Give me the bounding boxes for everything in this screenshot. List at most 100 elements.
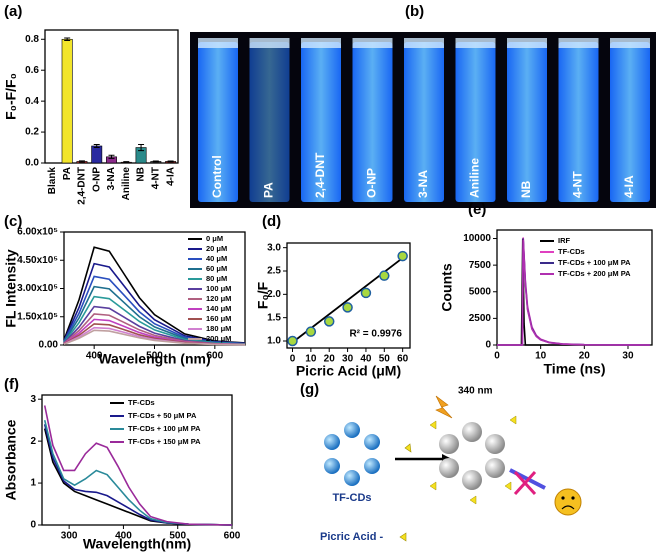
x-tick-label: 30 <box>622 351 634 362</box>
plot-frame <box>41 394 233 526</box>
blocked-mark <box>513 470 537 496</box>
x-axis-label: Picric Acid (μM) <box>296 363 401 379</box>
cuvette-label: 4-NT <box>571 171 585 198</box>
panel-label: (c) <box>4 213 22 230</box>
error-bar <box>93 143 100 149</box>
legend-label: 60 μM <box>206 264 227 273</box>
error-bar <box>78 160 85 163</box>
bar <box>61 38 73 164</box>
x-axis-label: Time (ns) <box>544 361 606 377</box>
panel-label: (a) <box>4 3 22 20</box>
cuvette-cap <box>558 38 599 48</box>
y-tick-label: 0.6 <box>25 65 39 76</box>
excitation-bolt <box>435 395 453 419</box>
x-tick-label: 30 <box>342 354 354 365</box>
x-tick-label: 600 <box>206 351 223 362</box>
x-tick-label: 3-NA <box>106 167 117 190</box>
y-axis-label: F₀-F/F₀ <box>3 73 19 120</box>
series-line <box>497 239 650 346</box>
quenched-dots <box>439 422 505 490</box>
y-tick-label: 0.00 <box>39 340 59 351</box>
y-tick-label: 1.50x10⁵ <box>17 311 58 322</box>
legend-label: TF-CDs + 100 μM PA <box>128 424 201 433</box>
panel-label: (e) <box>468 201 486 218</box>
analyte-icons <box>429 415 517 505</box>
x-tick-label: PA <box>62 167 73 180</box>
y-tick-label: 2.5 <box>267 266 281 277</box>
legend-label: 180 μM <box>206 324 231 333</box>
panel-label: (b) <box>405 3 424 20</box>
y-tick-label: 7500 <box>469 260 492 271</box>
plot-frame <box>286 242 411 349</box>
y-tick-label: 0.0 <box>25 158 39 169</box>
legend-label: 140 μM <box>206 304 231 313</box>
legend-label: TF-CDs <box>558 247 585 256</box>
error-bar <box>108 154 115 159</box>
y-tick-label: 4.50x10⁵ <box>17 255 58 266</box>
x-tick-label: 500 <box>169 531 186 542</box>
legend-label: TF-CDs + 100 μM PA <box>558 258 631 267</box>
cuvette-label: 4-IA <box>622 175 636 198</box>
cuvette-cap <box>455 38 496 48</box>
legend-label: 120 μM <box>206 294 231 303</box>
cuvette-label: O-NP <box>365 168 379 198</box>
x-tick-label: 20 <box>579 351 591 362</box>
x-tick-label: 60 <box>397 354 409 365</box>
series-line <box>63 329 246 346</box>
y-axis-label: FL Intensity <box>3 249 19 328</box>
point <box>287 335 298 347</box>
y-tick-label: 0 <box>485 340 491 351</box>
y-tick-label: 0.2 <box>25 127 39 138</box>
cuvette <box>249 42 290 202</box>
analyte-icon <box>404 443 412 453</box>
legend-label: 100 μM <box>206 284 231 293</box>
cuvette <box>610 42 650 202</box>
y-tick-label: 0.8 <box>25 34 39 45</box>
analyte-icon <box>399 532 407 542</box>
x-tick-label: O-NP <box>91 167 102 192</box>
sad-face <box>554 488 582 516</box>
series-line <box>43 419 233 526</box>
x-tick-label: 400 <box>115 531 132 542</box>
cuvette-label: Control <box>210 155 224 198</box>
y-tick-label: 1 <box>30 478 36 489</box>
point <box>360 287 372 299</box>
analyte-label: Picric Acid - <box>320 531 384 543</box>
x-tick-label: 4-IA <box>165 167 176 186</box>
panel-label: (f) <box>4 376 19 393</box>
y-tick-label: 10000 <box>463 233 491 244</box>
annotation: R² = 0.9976 <box>349 329 402 340</box>
cuvette-label: Aniline <box>468 158 482 198</box>
x-tick-label: 40 <box>360 354 372 365</box>
cuvette <box>198 42 238 202</box>
x-tick-label: 500 <box>146 351 163 362</box>
cuvettes: Control PA 2,4-DNT O-NP 3-NA Aniline NB 4-NT 4-I… <box>198 38 650 202</box>
carbon-dots <box>324 422 380 486</box>
legend-label: TF-CDs + 50 μM PA <box>128 411 197 420</box>
probe-label: TF-CDs <box>332 492 371 504</box>
series-line <box>63 295 246 345</box>
legend-label: 20 μM <box>206 244 227 253</box>
x-tick-label: NB <box>136 167 147 181</box>
cuvette-cap <box>610 38 650 48</box>
x-tick-label: 0 <box>494 351 500 362</box>
series-line <box>63 246 246 344</box>
y-tick-label: 2500 <box>469 313 492 324</box>
x-tick-label: 400 <box>86 351 103 362</box>
cuvette <box>455 42 496 202</box>
y-tick-label: 2 <box>30 436 36 447</box>
x-tick-label: 300 <box>61 531 78 542</box>
cuvette-label: NB <box>519 180 533 198</box>
legend-label: IRF <box>558 236 571 245</box>
y-tick-label: 3 <box>30 394 36 405</box>
y-tick-label: 0.4 <box>25 96 39 107</box>
y-tick-label: 0 <box>30 520 36 531</box>
point <box>397 250 408 262</box>
cuvette <box>301 42 341 202</box>
cuvette <box>404 42 444 202</box>
cuvette <box>507 42 547 202</box>
error-bar <box>138 143 145 152</box>
cuvette-cap <box>198 38 238 48</box>
panel-label: (d) <box>262 213 281 230</box>
legend-label: TF-CDs <box>128 398 155 407</box>
